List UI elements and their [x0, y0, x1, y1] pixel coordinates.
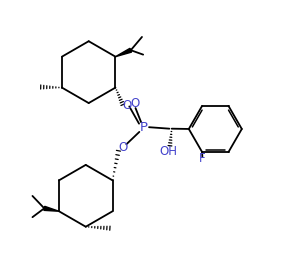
Text: O: O	[131, 98, 140, 111]
Text: O: O	[122, 99, 132, 112]
Text: O: O	[118, 141, 127, 154]
Text: OH: OH	[160, 144, 178, 158]
Polygon shape	[44, 206, 59, 211]
Polygon shape	[116, 48, 132, 57]
Text: P: P	[140, 121, 148, 134]
Text: F: F	[199, 152, 205, 165]
